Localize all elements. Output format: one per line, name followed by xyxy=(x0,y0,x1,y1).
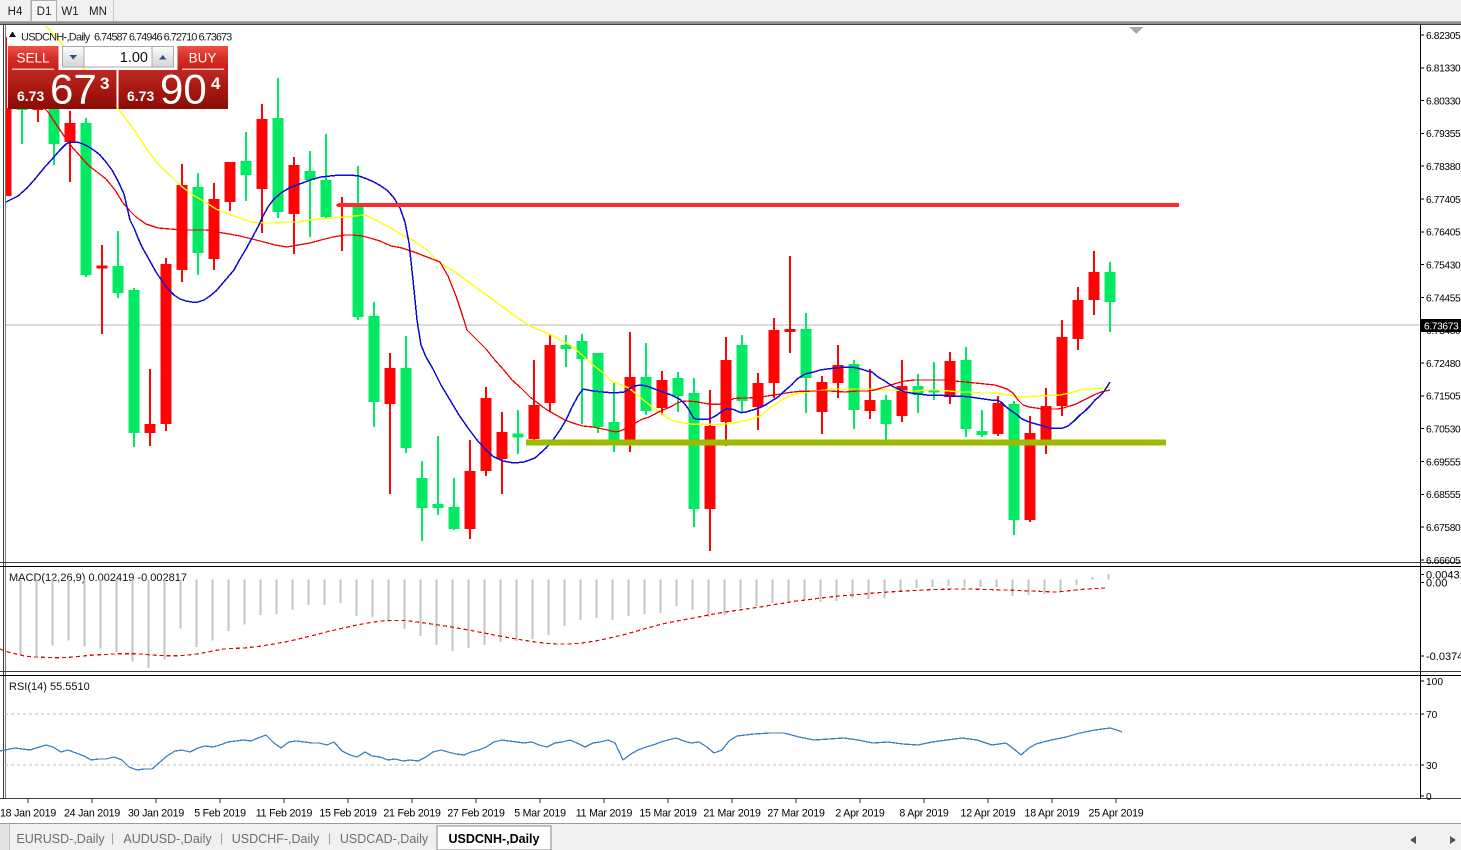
svg-text:100: 100 xyxy=(1426,677,1443,688)
svg-text:6.74587 6.74946 6.72710 6.7367: 6.74587 6.74946 6.72710 6.73673 xyxy=(94,32,232,44)
svg-text:2 Apr 2019: 2 Apr 2019 xyxy=(835,808,885,820)
svg-text:1.00: 1.00 xyxy=(120,50,148,66)
svg-text:6.73: 6.73 xyxy=(127,88,154,104)
svg-text:AUDUSD-,Daily: AUDUSD-,Daily xyxy=(123,832,212,846)
svg-text:6.70530: 6.70530 xyxy=(1426,425,1461,436)
svg-text:|: | xyxy=(220,831,223,845)
svg-text:27 Mar 2019: 27 Mar 2019 xyxy=(767,808,825,820)
svg-text:4: 4 xyxy=(211,74,221,93)
svg-text:5 Feb 2019: 5 Feb 2019 xyxy=(194,808,246,820)
svg-text:25 Apr 2019: 25 Apr 2019 xyxy=(1089,808,1144,820)
svg-text:|: | xyxy=(111,831,114,845)
svg-text:MN: MN xyxy=(89,6,107,18)
svg-text:6.78380: 6.78380 xyxy=(1426,162,1461,173)
svg-text:21 Mar 2019: 21 Mar 2019 xyxy=(703,808,761,820)
svg-text:USDCNH-,Daily: USDCNH-,Daily xyxy=(21,32,91,44)
svg-text:0.004319: 0.004319 xyxy=(1426,570,1461,582)
svg-text:5 Mar 2019: 5 Mar 2019 xyxy=(514,808,566,820)
svg-text:|: | xyxy=(328,831,331,845)
svg-text:0.00: 0.00 xyxy=(1426,578,1447,590)
svg-text:8 Apr 2019: 8 Apr 2019 xyxy=(899,808,949,820)
svg-text:6.80330: 6.80330 xyxy=(1426,96,1461,107)
svg-text:30 Jan 2019: 30 Jan 2019 xyxy=(128,808,184,820)
svg-text:SELL: SELL xyxy=(16,51,50,66)
svg-text:30: 30 xyxy=(1426,761,1438,772)
svg-text:18 Apr 2019: 18 Apr 2019 xyxy=(1025,808,1080,820)
svg-text:6.76405: 6.76405 xyxy=(1426,228,1461,239)
svg-text:-0.03746: -0.03746 xyxy=(1426,651,1461,663)
svg-text:6.82305: 6.82305 xyxy=(1426,31,1461,42)
svg-text:27 Feb 2019: 27 Feb 2019 xyxy=(447,808,505,820)
svg-text:USDCAD-,Daily: USDCAD-,Daily xyxy=(340,832,429,846)
svg-text:6.81330: 6.81330 xyxy=(1426,64,1461,75)
svg-text:6.66605: 6.66605 xyxy=(1426,556,1461,567)
svg-text:6.69555: 6.69555 xyxy=(1426,457,1461,468)
svg-text:18 Jan 2019: 18 Jan 2019 xyxy=(0,808,56,820)
svg-text:EURUSD-,Daily: EURUSD-,Daily xyxy=(16,832,105,846)
svg-text:6.71505: 6.71505 xyxy=(1426,392,1461,403)
svg-text:3: 3 xyxy=(100,74,109,93)
svg-text:6.73673: 6.73673 xyxy=(1424,321,1459,332)
svg-text:USDCHF-,Daily: USDCHF-,Daily xyxy=(232,832,320,846)
svg-text:24 Jan 2019: 24 Jan 2019 xyxy=(64,808,120,820)
svg-text:H4: H4 xyxy=(8,6,23,18)
svg-text:6.67580: 6.67580 xyxy=(1426,523,1461,534)
svg-text:USDCNH-,Daily: USDCNH-,Daily xyxy=(449,832,540,846)
svg-text:11 Feb 2019: 11 Feb 2019 xyxy=(256,808,313,820)
svg-text:15 Feb 2019: 15 Feb 2019 xyxy=(319,808,377,820)
svg-text:15 Mar 2019: 15 Mar 2019 xyxy=(639,808,697,820)
svg-text:70: 70 xyxy=(1426,710,1438,721)
svg-text:90: 90 xyxy=(160,66,207,113)
svg-text:6.79355: 6.79355 xyxy=(1426,129,1461,140)
svg-text:6.77405: 6.77405 xyxy=(1426,195,1461,206)
svg-text:0: 0 xyxy=(1426,792,1432,803)
svg-text:D1: D1 xyxy=(37,6,52,18)
svg-text:6.68555: 6.68555 xyxy=(1426,490,1461,501)
svg-text:6.72480: 6.72480 xyxy=(1426,359,1461,370)
svg-text:11 Mar 2019: 11 Mar 2019 xyxy=(576,808,633,820)
svg-text:6.73: 6.73 xyxy=(17,88,44,104)
svg-text:BUY: BUY xyxy=(189,51,217,66)
svg-text:6.74455: 6.74455 xyxy=(1426,293,1461,304)
svg-text:W1: W1 xyxy=(61,6,78,18)
svg-text:6.75430: 6.75430 xyxy=(1426,261,1461,272)
svg-text:21 Feb 2019: 21 Feb 2019 xyxy=(383,808,441,820)
svg-text:12 Apr 2019: 12 Apr 2019 xyxy=(961,808,1016,820)
svg-text:RSI(14) 55.5510: RSI(14) 55.5510 xyxy=(9,681,90,693)
svg-text:67: 67 xyxy=(50,66,97,113)
